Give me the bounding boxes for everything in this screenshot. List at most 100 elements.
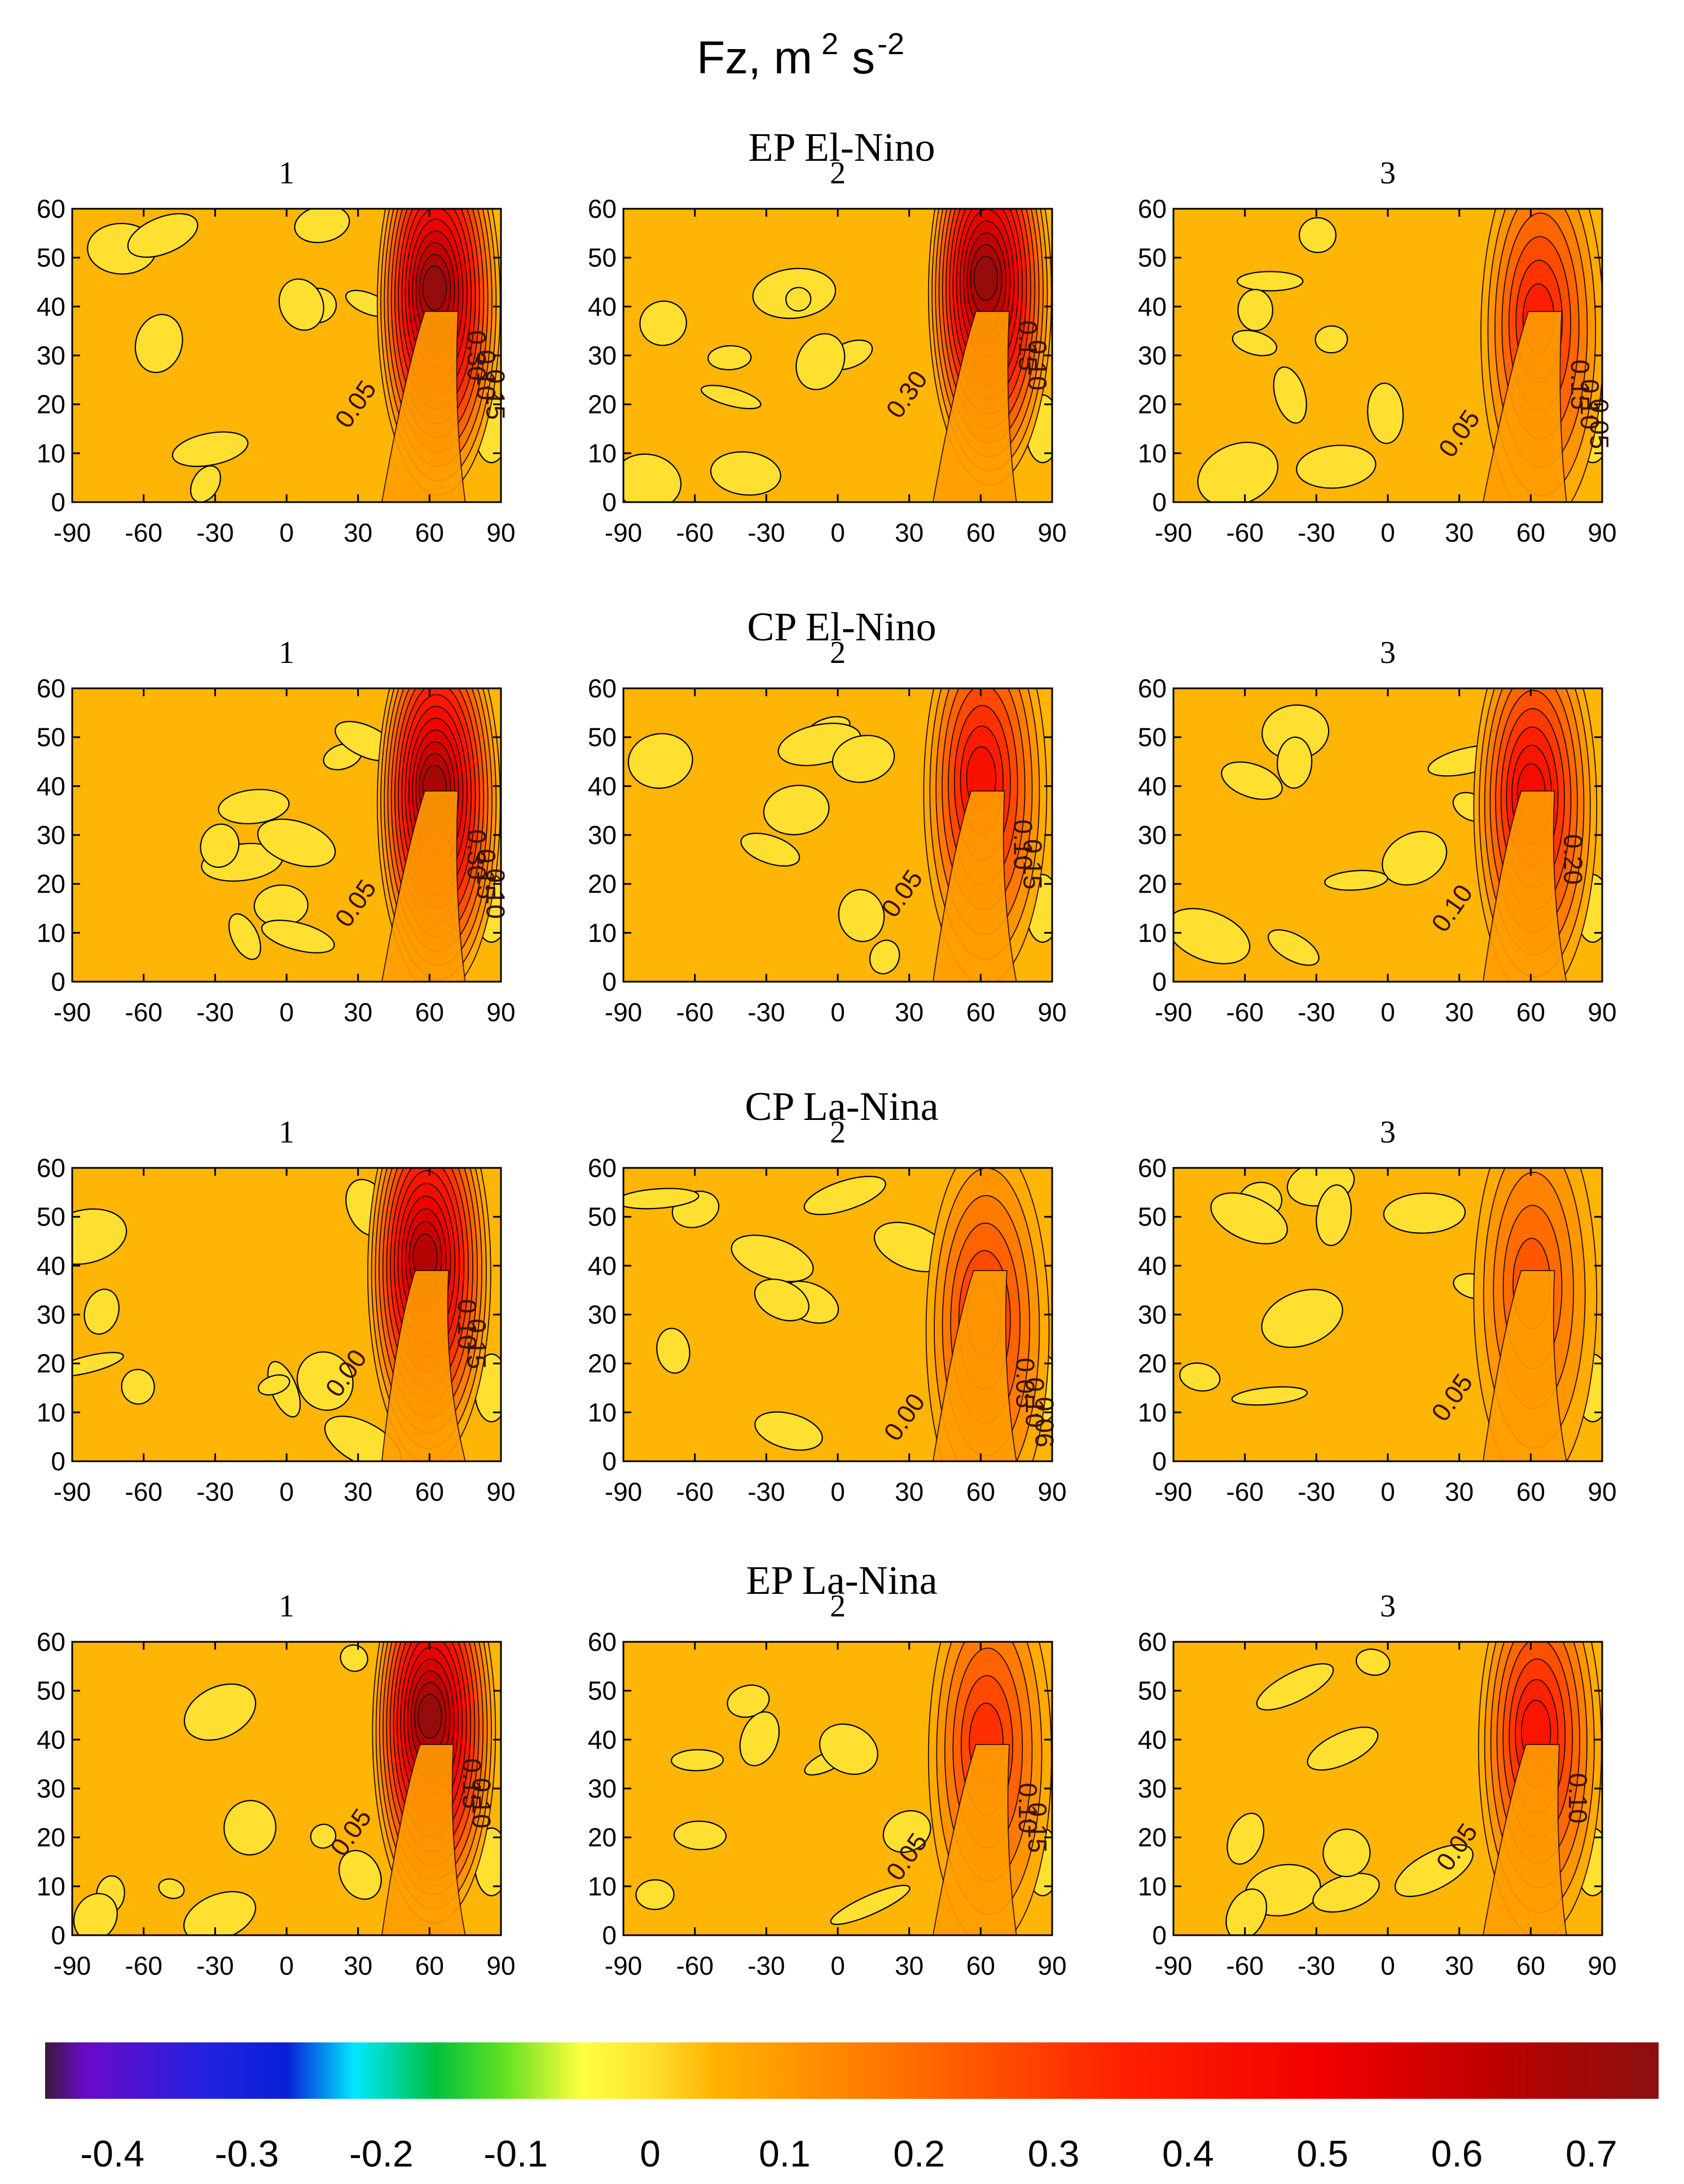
x-tick-label: -60 <box>676 518 713 547</box>
y-tick-label: 60 <box>588 674 617 703</box>
y-tick-label: 40 <box>1138 771 1167 801</box>
negative-patch <box>257 1374 291 1396</box>
x-tick-label: -30 <box>1298 997 1335 1027</box>
x-tick-label: 90 <box>1037 1951 1066 1980</box>
contour-label: 0.10 <box>481 868 511 919</box>
y-tick-label: 10 <box>1138 1871 1167 1901</box>
colorbar-tick-label: -0.3 <box>215 2133 279 2174</box>
contour-label: 0.15 <box>457 1759 486 1809</box>
title-exponent-2: -2 <box>877 27 904 61</box>
negative-patch <box>830 1884 911 1925</box>
y-tick-label: 60 <box>1138 1153 1167 1183</box>
y-tick-label: 40 <box>588 292 617 321</box>
negative-patch <box>1394 1844 1474 1897</box>
title-unit: s <box>852 32 875 84</box>
title-exponent-1: 2 <box>821 27 838 61</box>
x-tick-label: -30 <box>196 1477 234 1506</box>
negative-patch <box>296 1351 354 1411</box>
contour-label: 0.30 <box>462 829 491 880</box>
plot-area <box>623 1168 1052 1461</box>
y-tick-label: 10 <box>37 1398 65 1427</box>
colorbar-tick-label: 0.5 <box>1296 2133 1348 2174</box>
y-tick-label: 40 <box>37 1251 65 1280</box>
x-tick-label: 0 <box>1380 518 1395 547</box>
plot-area <box>623 688 1052 982</box>
y-tick-label: 50 <box>37 1676 65 1706</box>
x-tick-label: 60 <box>415 1951 444 1980</box>
y-tick-label: 40 <box>1138 1725 1167 1754</box>
negative-patch <box>701 385 762 410</box>
contour-label: 0.10 <box>452 1299 482 1350</box>
negative-patch <box>1314 325 1348 354</box>
plot-area <box>1173 688 1602 982</box>
x-tick-label: 0 <box>279 997 294 1027</box>
negative-patch <box>838 889 885 942</box>
negative-patch <box>710 451 781 496</box>
heatmap-panel: 20.050.100.15-90 -60 -30 0 30 60 9001020304050… <box>588 1589 1067 1980</box>
plot-area <box>72 209 501 502</box>
x-tick-label: -60 <box>125 1951 162 1980</box>
x-tick-label: 90 <box>486 997 515 1027</box>
y-tick-label: 50 <box>1138 723 1167 752</box>
y-tick-label: 30 <box>588 341 617 370</box>
negative-patch <box>278 278 324 331</box>
negative-patch <box>670 1749 724 1772</box>
colorbar-tick-label: 0.1 <box>759 2133 811 2174</box>
x-tick-label: 30 <box>344 997 372 1027</box>
negative-patch <box>223 1800 277 1856</box>
contour-label: 0.10 <box>1563 1773 1593 1824</box>
contour-tail <box>1482 790 1567 982</box>
contour-label: 0.10 <box>472 350 501 401</box>
x-tick-label: 30 <box>895 1951 924 1980</box>
x-tick-label: -60 <box>1226 1951 1263 1980</box>
contour-level <box>417 1694 442 1739</box>
negative-patch <box>338 1849 382 1900</box>
x-tick-label: 90 <box>1588 1951 1616 1980</box>
x-tick-label: 30 <box>895 997 924 1027</box>
y-tick-label: 30 <box>37 1774 65 1803</box>
y-tick-label: 20 <box>37 1823 65 1852</box>
contour-tail <box>1482 1270 1567 1461</box>
negative-patch <box>740 832 801 867</box>
y-tick-label: 0 <box>602 487 617 517</box>
y-tick-label: 60 <box>1138 1627 1167 1656</box>
x-tick-label: -60 <box>676 997 713 1027</box>
x-tick-label: -30 <box>196 518 234 547</box>
x-tick-label: -90 <box>605 518 642 547</box>
contour-tail <box>381 790 466 982</box>
main-title: Fz, m 2 s-2 <box>697 27 904 84</box>
negative-patch <box>172 431 249 467</box>
plot-area <box>1173 1168 1602 1461</box>
group-title: EP La-Nina <box>746 1558 937 1603</box>
x-tick-label: -90 <box>54 1951 91 1980</box>
panel-number: 2 <box>830 1589 846 1624</box>
plot-area <box>623 1642 1052 1935</box>
contour-label: 0.06 <box>1030 1397 1059 1448</box>
negative-patch <box>257 818 336 868</box>
x-tick-label: -90 <box>605 997 642 1027</box>
y-tick-label: 0 <box>602 1447 617 1476</box>
y-tick-label: 30 <box>588 820 617 850</box>
x-tick-label: -60 <box>125 518 162 547</box>
negative-patch <box>656 1328 691 1374</box>
negative-patch <box>1210 1192 1288 1245</box>
y-tick-label: 0 <box>1152 487 1167 517</box>
y-tick-label: 20 <box>588 869 617 899</box>
y-tick-label: 10 <box>37 438 65 468</box>
x-tick-label: -60 <box>1226 518 1263 547</box>
negative-patch <box>228 913 261 960</box>
colorbar-tick-label: -0.2 <box>349 2133 414 2174</box>
x-tick-label: 60 <box>415 1477 444 1506</box>
x-tick-label: 90 <box>486 1951 515 1980</box>
contour-label: 0.10 <box>1013 1783 1043 1834</box>
plot-area <box>72 1168 501 1461</box>
negative-patch <box>1232 329 1277 357</box>
contour-label: 0.15 <box>462 1319 491 1369</box>
x-tick-label: -30 <box>748 518 785 547</box>
x-tick-label: -60 <box>676 1477 713 1506</box>
